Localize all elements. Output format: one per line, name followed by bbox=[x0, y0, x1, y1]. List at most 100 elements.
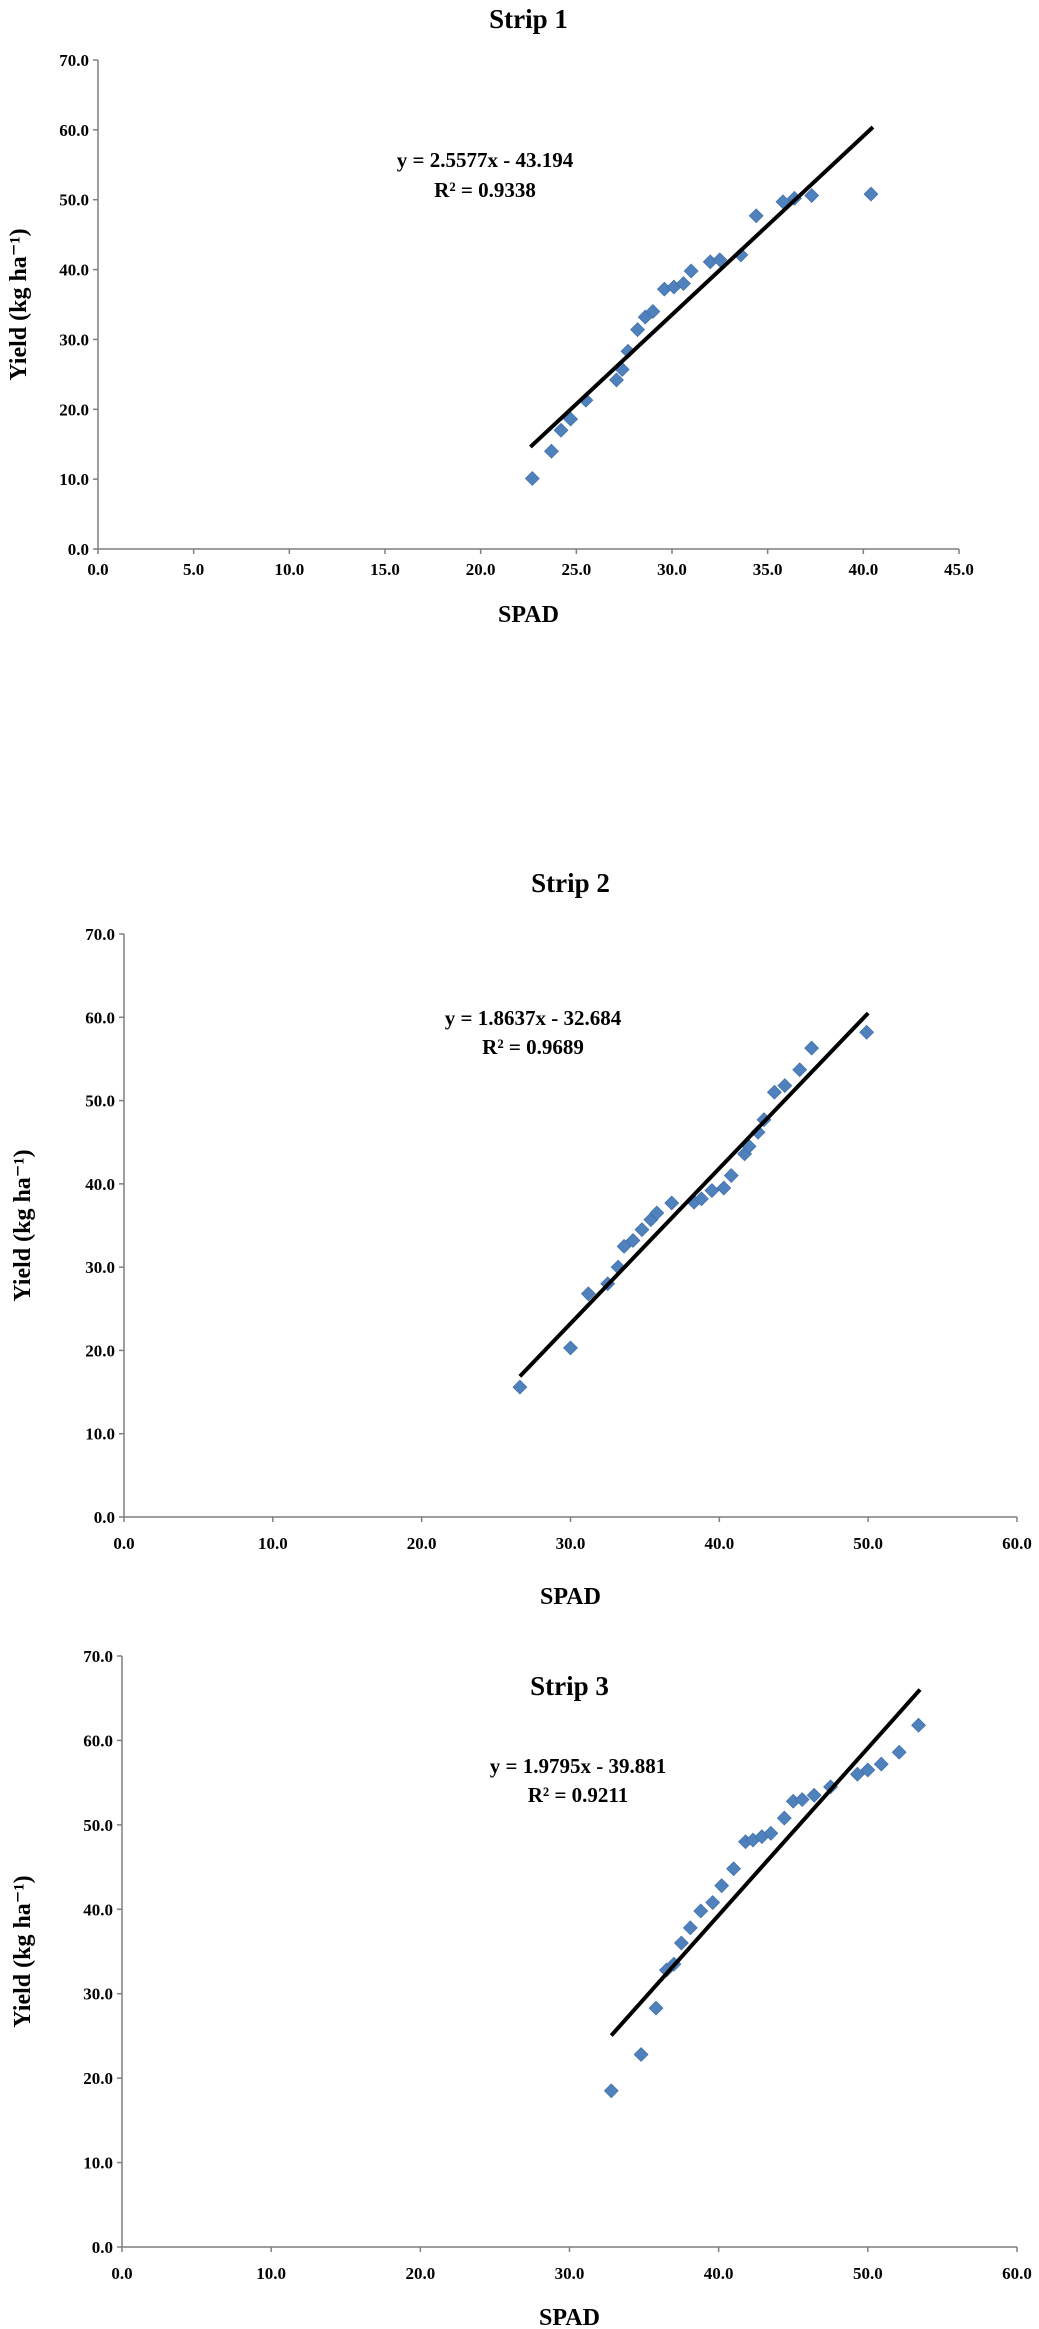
data-point bbox=[716, 1180, 732, 1196]
x-tick-label: 0.0 bbox=[113, 1534, 134, 1553]
y-tick-label: 30.0 bbox=[85, 1258, 115, 1277]
x-tick-label: 20.0 bbox=[466, 560, 496, 579]
x-axis-label: SPAD bbox=[539, 2305, 600, 2329]
data-point bbox=[859, 1024, 875, 1040]
r-squared-label: R² = 0.9689 bbox=[482, 1035, 584, 1059]
y-tick-label: 50.0 bbox=[85, 1092, 115, 1111]
data-point bbox=[676, 276, 691, 291]
x-tick-label: 40.0 bbox=[848, 560, 878, 579]
y-tick-label: 50.0 bbox=[83, 1816, 113, 1835]
y-tick-label: 20.0 bbox=[83, 2069, 113, 2088]
data-point bbox=[891, 1744, 907, 1760]
data-point bbox=[748, 208, 764, 224]
data-point bbox=[705, 1895, 721, 1910]
data-point bbox=[634, 1222, 650, 1238]
y-axis-label: Yield (kg ha⁻¹) bbox=[10, 1875, 36, 2027]
y-axis-label: Yield (kg ha⁻¹) bbox=[10, 1149, 36, 1301]
y-tick-label: 10.0 bbox=[59, 470, 89, 489]
y-tick-label: 0.0 bbox=[68, 540, 89, 559]
data-point bbox=[860, 1762, 876, 1778]
data-point bbox=[794, 1792, 810, 1807]
y-tick-label: 70.0 bbox=[83, 1647, 113, 1666]
x-tick-label: 45.0 bbox=[944, 560, 974, 579]
r-squared-label: R² = 0.9211 bbox=[528, 1783, 629, 1807]
y-tick-label: 40.0 bbox=[59, 261, 89, 280]
data-point bbox=[580, 1286, 596, 1302]
y-tick-label: 10.0 bbox=[85, 1425, 115, 1444]
data-point bbox=[630, 322, 645, 338]
x-tick-label: 20.0 bbox=[405, 2264, 435, 2283]
chart-title: Strip 1 bbox=[489, 4, 568, 34]
trend-equation: y = 1.9795x - 39.881 bbox=[490, 1754, 666, 1778]
y-tick-label: 60.0 bbox=[59, 121, 89, 140]
x-tick-label: 10.0 bbox=[274, 560, 304, 579]
y-tick-label: 20.0 bbox=[59, 400, 89, 419]
x-tick-label: 60.0 bbox=[1002, 1534, 1032, 1553]
data-point bbox=[664, 1195, 680, 1211]
data-point bbox=[911, 1717, 926, 1733]
data-point bbox=[616, 1238, 632, 1254]
data-point bbox=[563, 411, 579, 427]
data-point bbox=[849, 1766, 865, 1782]
y-tick-label: 0.0 bbox=[94, 1508, 115, 1527]
data-point bbox=[804, 188, 820, 203]
data-point bbox=[693, 1903, 709, 1919]
trend-equation: y = 2.5577x - 43.194 bbox=[397, 148, 574, 172]
x-tick-label: 5.0 bbox=[183, 560, 204, 579]
data-point bbox=[553, 422, 569, 438]
data-point bbox=[682, 1920, 698, 1936]
y-tick-label: 20.0 bbox=[85, 1341, 115, 1360]
y-tick-label: 40.0 bbox=[85, 1175, 115, 1194]
x-tick-label: 15.0 bbox=[370, 560, 400, 579]
x-tick-label: 30.0 bbox=[556, 1534, 586, 1553]
data-point bbox=[625, 1233, 641, 1248]
data-point bbox=[712, 252, 728, 268]
data-point bbox=[766, 1084, 782, 1100]
y-tick-label: 40.0 bbox=[83, 1900, 113, 1919]
x-tick-label: 40.0 bbox=[704, 2264, 734, 2283]
y-tick-label: 10.0 bbox=[83, 2154, 113, 2173]
y-tick-label: 30.0 bbox=[59, 330, 89, 349]
data-point bbox=[863, 186, 879, 202]
trendline bbox=[529, 125, 875, 449]
x-tick-label: 10.0 bbox=[256, 2264, 286, 2283]
x-tick-label: 20.0 bbox=[407, 1534, 437, 1553]
x-axis-label: SPAD bbox=[498, 602, 559, 628]
y-tick-label: 50.0 bbox=[59, 191, 89, 210]
data-point bbox=[763, 1825, 779, 1841]
data-point bbox=[806, 1787, 822, 1803]
data-point bbox=[704, 1183, 720, 1198]
x-tick-label: 10.0 bbox=[258, 1534, 288, 1553]
data-point bbox=[694, 1191, 709, 1207]
x-tick-label: 60.0 bbox=[1002, 2264, 1032, 2283]
data-point bbox=[544, 443, 559, 459]
data-point bbox=[649, 1205, 665, 1221]
data-point bbox=[633, 2047, 649, 2062]
data-point bbox=[609, 372, 624, 388]
chart-title: Strip 3 bbox=[530, 1671, 609, 1701]
y-tick-label: 70.0 bbox=[85, 925, 115, 944]
y-tick-label: 60.0 bbox=[85, 1008, 115, 1027]
y-tick-label: 60.0 bbox=[83, 1731, 113, 1750]
x-tick-label: 40.0 bbox=[704, 1534, 734, 1553]
x-tick-label: 0.0 bbox=[87, 560, 108, 579]
trendline bbox=[609, 1688, 922, 2037]
r-squared-label: R² = 0.9338 bbox=[434, 178, 536, 202]
data-point bbox=[776, 1810, 792, 1826]
x-tick-label: 35.0 bbox=[753, 560, 783, 579]
data-point bbox=[603, 2083, 619, 2099]
data-point bbox=[563, 1340, 578, 1356]
data-point bbox=[792, 1062, 808, 1078]
chart-title: Strip 2 bbox=[531, 868, 610, 898]
data-point bbox=[873, 1756, 889, 1772]
data-point bbox=[723, 1168, 739, 1183]
y-tick-label: 0.0 bbox=[92, 2238, 113, 2257]
data-point bbox=[714, 1878, 730, 1894]
data-point bbox=[512, 1379, 528, 1395]
x-tick-label: 0.0 bbox=[111, 2264, 132, 2283]
data-point bbox=[804, 1040, 820, 1056]
x-tick-label: 30.0 bbox=[657, 560, 687, 579]
x-tick-label: 25.0 bbox=[561, 560, 591, 579]
data-point bbox=[750, 1124, 766, 1140]
x-axis-label: SPAD bbox=[540, 1584, 601, 1610]
